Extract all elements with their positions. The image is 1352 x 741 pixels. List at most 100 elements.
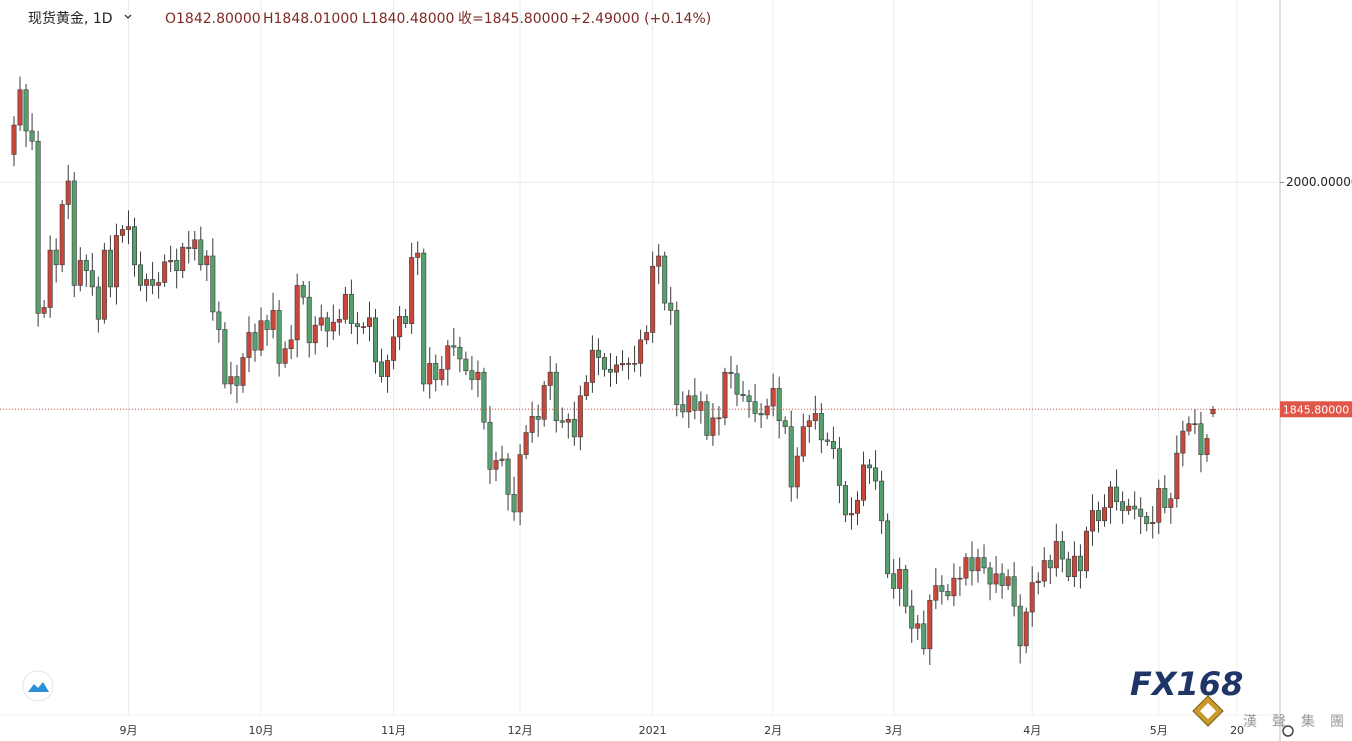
dropdown-icon[interactable]	[124, 14, 132, 19]
candle-body	[475, 371, 481, 380]
candle-body	[589, 349, 595, 383]
candle-body	[836, 448, 842, 486]
candle-body	[529, 416, 535, 433]
candle-body	[854, 499, 860, 514]
candle-body	[776, 388, 782, 422]
candle-body	[487, 421, 493, 470]
candle-body	[59, 204, 65, 266]
candle-body	[234, 376, 240, 386]
candle-body	[698, 401, 704, 411]
candle-body	[794, 455, 800, 488]
candle-body	[1150, 521, 1156, 525]
candle-body	[1108, 486, 1114, 508]
candle-body	[198, 239, 204, 266]
candle-body	[493, 460, 499, 470]
candle-body	[240, 357, 246, 386]
x-tick-label: 4月	[1023, 724, 1041, 737]
candle-body	[204, 255, 210, 266]
candle-body	[559, 420, 565, 423]
candle-body	[294, 285, 300, 341]
candle-body	[601, 357, 607, 370]
candle-body	[379, 361, 385, 377]
candle-body	[174, 260, 180, 271]
candle-body	[113, 235, 119, 288]
logo-circle	[22, 670, 54, 702]
candle-body	[505, 458, 511, 495]
candle-body	[1198, 423, 1204, 455]
settings-icon	[1282, 725, 1294, 737]
candle-body	[264, 320, 270, 330]
candle-body	[740, 393, 746, 397]
candle-body	[1120, 501, 1126, 511]
logo-button[interactable]	[22, 670, 54, 702]
candle-body	[1156, 488, 1162, 523]
candle-body	[885, 520, 891, 575]
candle-body	[565, 418, 571, 423]
candle-body	[728, 371, 734, 374]
candle-body	[1168, 498, 1174, 508]
candle-body	[162, 261, 168, 283]
candle-body	[348, 293, 354, 324]
candle-body	[415, 252, 421, 258]
candle-body	[71, 180, 77, 286]
candle-body	[1174, 452, 1180, 500]
candle-body	[650, 265, 656, 333]
candle-body	[547, 371, 553, 386]
candle-body	[1083, 530, 1089, 572]
candle-body	[577, 395, 583, 438]
x-tick-label: 10月	[249, 724, 274, 737]
candle-body	[150, 279, 156, 286]
candle-body	[216, 311, 222, 330]
candle-body	[686, 395, 692, 413]
candle-body	[421, 252, 427, 385]
candle-body	[300, 285, 306, 298]
candle-body	[710, 417, 716, 436]
candle-body	[770, 388, 776, 407]
candle-body	[1186, 423, 1192, 432]
candle-body	[632, 363, 638, 365]
candle-body	[83, 260, 89, 271]
settings-button[interactable]	[1282, 725, 1294, 737]
candle-body	[457, 346, 463, 360]
candle-body	[354, 323, 360, 327]
candle-body	[818, 413, 824, 441]
last-price-tag	[1280, 401, 1352, 418]
candle-body	[125, 226, 131, 230]
x-tick-label: 2021	[639, 724, 667, 737]
candle-body	[511, 494, 517, 513]
logo-mark	[28, 682, 49, 692]
candle-body	[35, 140, 41, 314]
candle-body	[981, 557, 987, 569]
candle-body	[1192, 423, 1198, 426]
candle-body	[1047, 560, 1053, 569]
candle-body	[782, 420, 788, 427]
high-label: H1848.01000	[263, 11, 358, 27]
candle-body	[517, 454, 523, 513]
candle-body	[469, 370, 475, 380]
candle-body	[1053, 541, 1059, 569]
candle-body	[463, 358, 469, 372]
candle-body	[101, 249, 107, 320]
candle-body	[433, 363, 439, 380]
candle-body	[842, 485, 848, 516]
candle-body	[638, 339, 644, 364]
candle-body	[692, 395, 698, 411]
candle-body	[806, 420, 812, 427]
candle-body	[132, 226, 138, 266]
candle-body	[668, 302, 674, 311]
candle-body	[656, 255, 662, 267]
candle-body	[366, 317, 372, 327]
candle-body	[306, 296, 312, 344]
candle-body	[915, 623, 921, 629]
candle-body	[1126, 505, 1132, 511]
candle-body	[77, 260, 83, 286]
candle-body	[969, 557, 975, 572]
x-tick-label: 12月	[508, 724, 533, 737]
candle-body	[372, 317, 378, 363]
x-tick-label: 9月	[119, 724, 137, 737]
candle-body	[481, 371, 487, 423]
candle-body	[553, 371, 559, 422]
candle-body	[89, 270, 95, 288]
candle-body	[258, 320, 264, 351]
candle-body	[933, 585, 939, 601]
